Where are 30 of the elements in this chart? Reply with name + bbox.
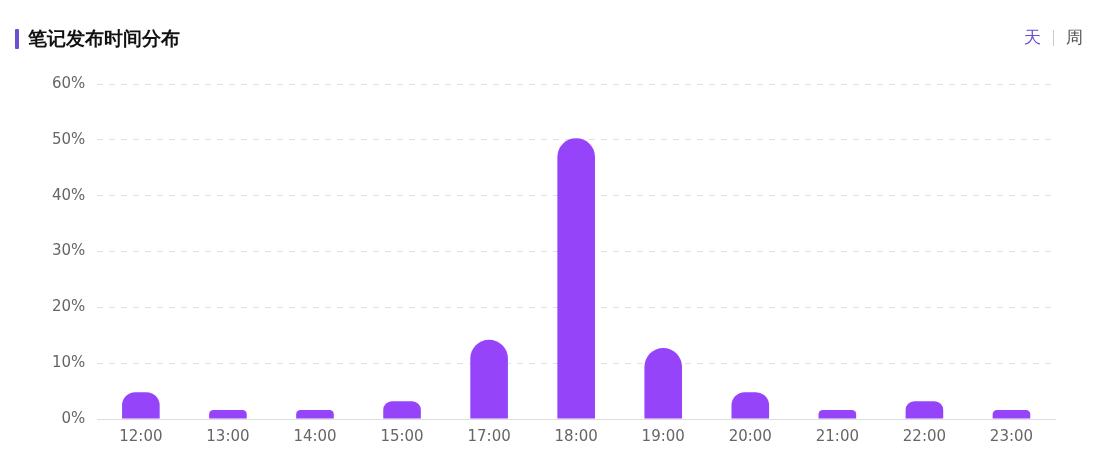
x-tick-label: 12:00 — [119, 426, 163, 445]
bar — [818, 410, 857, 419]
bar — [557, 138, 595, 419]
x-tick-label: 19:00 — [641, 426, 685, 445]
x-tick-label: 15:00 — [380, 426, 424, 445]
x-tick-label: 22:00 — [902, 426, 947, 445]
text: 天 — [1024, 26, 1041, 49]
x-tick-label: 20:00 — [728, 426, 772, 445]
bar — [209, 410, 247, 419]
text: 周 — [1066, 26, 1083, 49]
x-tick-label: 18:00 — [554, 426, 598, 445]
bar — [470, 339, 508, 419]
y-tick-label: 40% — [52, 185, 86, 204]
bar — [992, 410, 1031, 419]
bar — [383, 401, 421, 419]
y-tick-label: 30% — [52, 241, 86, 260]
bar — [905, 401, 944, 419]
x-tick-label: 17:00 — [467, 426, 511, 445]
bar — [644, 348, 683, 419]
x-tick-label: 14:00 — [293, 426, 337, 445]
chart-title: 笔记发布时间分布 — [28, 26, 180, 51]
bar — [296, 410, 334, 419]
x-tick-label: 13:00 — [206, 426, 250, 445]
x-tick-label: 21:00 — [815, 426, 859, 445]
y-tick-label: 20% — [52, 297, 86, 316]
y-tick-label: 10% — [52, 353, 86, 372]
y-tick-label: 60% — [52, 73, 86, 92]
y-tick-label: 0% — [61, 408, 86, 427]
y-tick-label: 50% — [52, 129, 86, 148]
x-tick-label: 23:00 — [989, 426, 1034, 445]
